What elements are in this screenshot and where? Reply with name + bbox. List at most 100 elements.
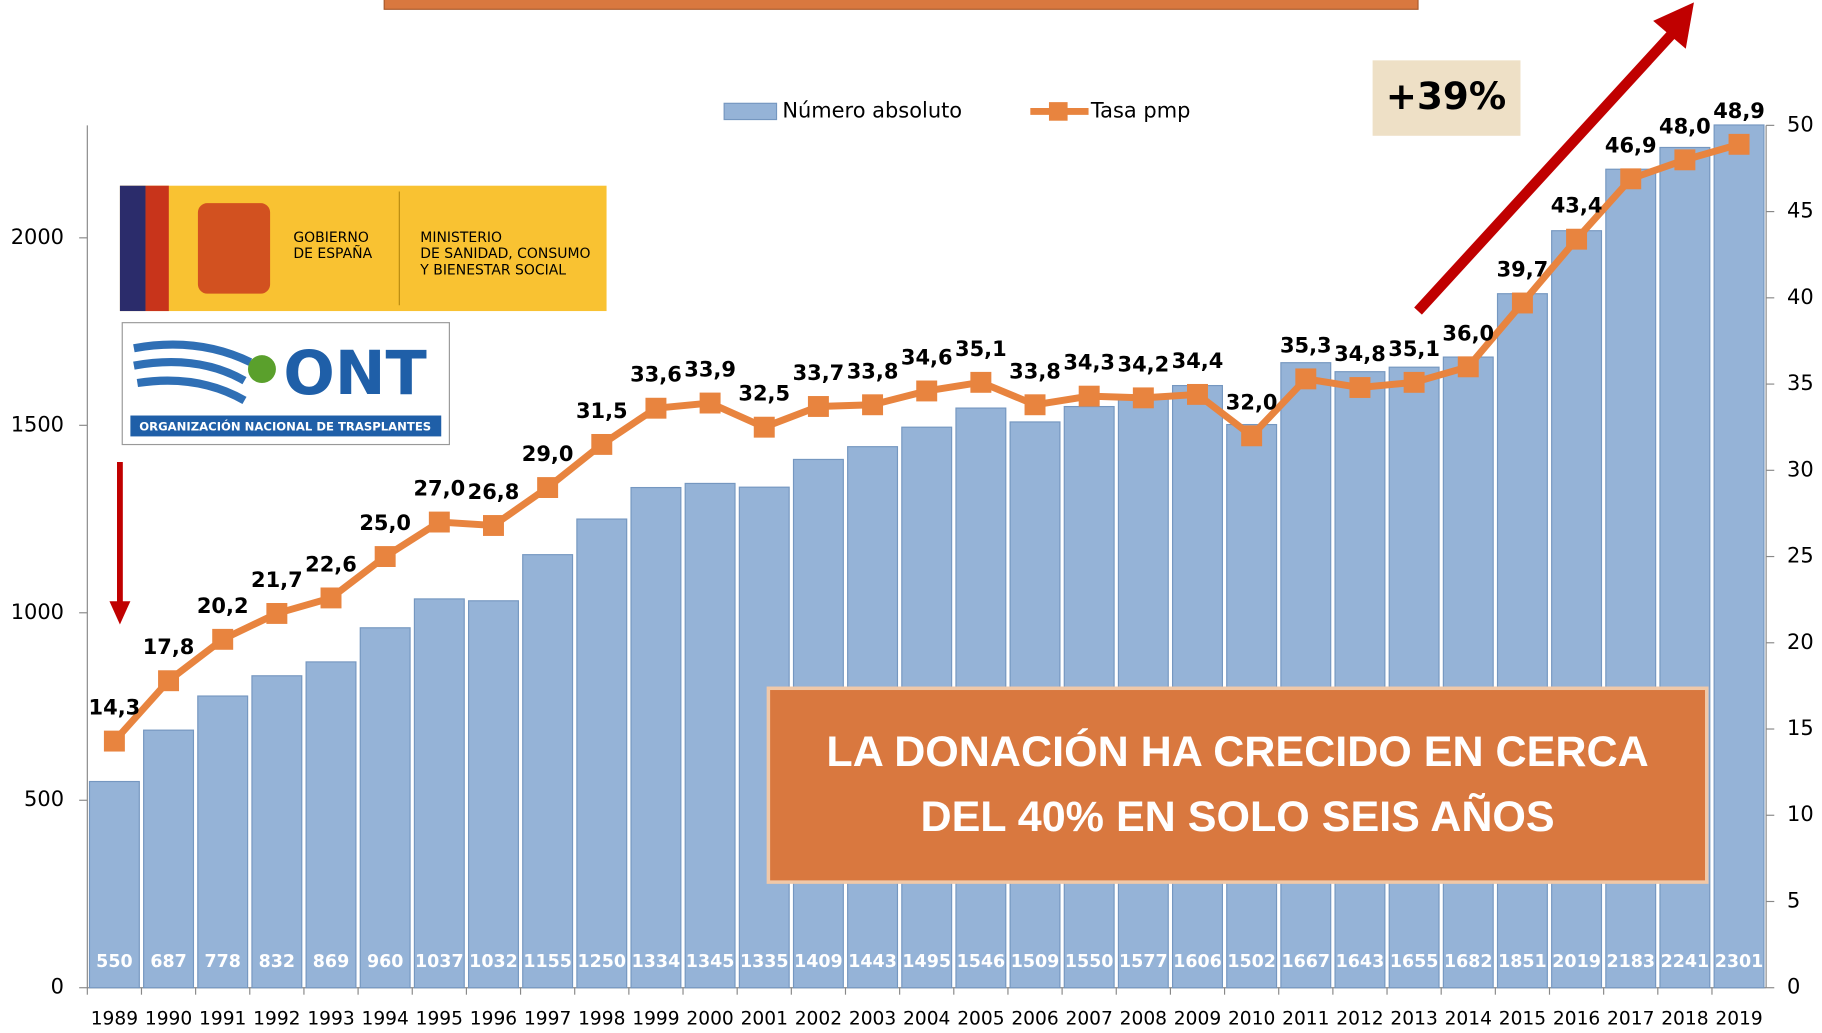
marker <box>753 416 775 438</box>
bar-label: 2241 <box>1661 952 1710 972</box>
bar-label: 1443 <box>848 952 897 972</box>
point-label: 34,8 <box>1334 342 1386 366</box>
marker <box>916 380 938 402</box>
y2-tick-label: 20 <box>1787 630 1814 654</box>
eu-stripe <box>119 185 146 312</box>
point-label: 36,0 <box>1442 321 1494 345</box>
bar <box>143 729 195 989</box>
x-tick-label: 1995 <box>416 1009 463 1030</box>
bar-label: 1509 <box>1011 952 1060 972</box>
x-tick-label: 2003 <box>849 1009 896 1030</box>
message: LA DONACIÓN HA CRECIDO EN CERCA <box>826 727 1648 776</box>
bar <box>1280 362 1332 989</box>
x-tick-label: 2010 <box>1228 1009 1275 1030</box>
marker <box>482 515 504 536</box>
bar-label: 1577 <box>1119 952 1168 972</box>
bar-label: 1335 <box>740 952 789 972</box>
bar <box>305 661 357 989</box>
x-tick-label: 2004 <box>903 1009 950 1030</box>
point-label: 27,0 <box>413 477 465 501</box>
x-tick-label: 1994 <box>361 1009 408 1030</box>
bar <box>467 600 519 989</box>
point-label: 17,8 <box>143 635 195 659</box>
y-tick-label: 2000 <box>11 225 64 249</box>
bar <box>88 780 140 989</box>
point-label: 33,9 <box>684 358 736 382</box>
bar-label: 1155 <box>523 952 572 972</box>
marker <box>374 546 396 567</box>
x-tick-label: 1991 <box>199 1009 246 1030</box>
point-label: 35,3 <box>1280 333 1332 357</box>
x-tick-label: 1996 <box>470 1009 517 1030</box>
up-arrow <box>1414 25 1681 315</box>
logo-text: DE ESPAÑA <box>293 245 372 262</box>
point-label: 43,4 <box>1551 194 1603 218</box>
ont-icon <box>247 355 276 384</box>
y2-tick-label: 10 <box>1787 802 1814 826</box>
bar <box>630 486 682 989</box>
bar-label: 1546 <box>957 952 1006 972</box>
x-tick-label: 2018 <box>1661 1009 1708 1030</box>
bar-label: 1667 <box>1282 952 1331 972</box>
logo-text: GOBIERNO <box>293 230 368 246</box>
bar <box>197 695 249 989</box>
bar <box>522 554 574 989</box>
bar <box>684 482 736 989</box>
x-tick-label: 1992 <box>253 1009 300 1030</box>
x-tick-label: 2016 <box>1553 1009 1600 1030</box>
x-tick-label: 2012 <box>1336 1009 1383 1030</box>
bar <box>1713 124 1765 989</box>
legend-swatch <box>723 102 778 121</box>
x-tick-label: 2001 <box>741 1009 788 1030</box>
x-tick-label: 1989 <box>91 1009 138 1030</box>
marker <box>1024 394 1046 416</box>
bar-label: 1409 <box>794 952 843 972</box>
message-box <box>766 686 1709 884</box>
point-label: 34,4 <box>1172 349 1224 373</box>
point-label: 14,3 <box>89 696 141 720</box>
point-label: 33,8 <box>1009 359 1061 383</box>
x-tick-label: 2017 <box>1607 1009 1654 1030</box>
y2-tick-label: 40 <box>1787 285 1814 309</box>
ont-text: ONT <box>283 339 426 409</box>
x-tick-label: 2005 <box>957 1009 1004 1030</box>
x-tick-label: 2000 <box>686 1009 733 1030</box>
marker <box>1241 425 1263 447</box>
point-label: 34,6 <box>901 345 953 369</box>
point-label: 35,1 <box>1388 337 1440 361</box>
marker <box>1511 292 1533 314</box>
legend-label: Número absoluto <box>782 98 962 122</box>
bar-label: 2301 <box>1715 952 1764 972</box>
marker <box>1295 368 1317 390</box>
bar-label: 832 <box>259 952 295 972</box>
marker <box>537 477 559 498</box>
y2-tick-label: 25 <box>1787 544 1814 568</box>
ont-band <box>130 415 442 437</box>
bar-label: 550 <box>96 952 132 972</box>
bar-label: 1032 <box>469 952 518 972</box>
y2-tick-label: 5 <box>1787 889 1800 913</box>
point-label: 25,0 <box>359 511 411 535</box>
marker <box>699 392 721 414</box>
point-label: 29,0 <box>522 442 574 466</box>
bar-label: 1682 <box>1444 952 1493 972</box>
x-tick-label: 2002 <box>795 1009 842 1030</box>
y2-tick-label: 50 <box>1787 112 1814 136</box>
coat-of-arms <box>197 203 271 294</box>
point-label: 32,5 <box>738 382 790 406</box>
x-tick-label: 2011 <box>1282 1009 1329 1030</box>
logo-text: MINISTERIO <box>420 230 502 246</box>
x-tick-label: 2006 <box>1011 1009 1058 1030</box>
ont-name: ORGANIZACIÓN NACIONAL DE TRASPLANTES <box>139 419 431 434</box>
marker <box>428 511 450 533</box>
x-tick-label: 2013 <box>1390 1009 1437 1030</box>
bar-label: 2183 <box>1606 952 1655 972</box>
bar <box>251 675 303 989</box>
x-tick-label: 2009 <box>1174 1009 1221 1030</box>
bar-label: 2019 <box>1552 952 1601 972</box>
legend-swatch <box>1048 102 1068 121</box>
marker <box>1403 371 1425 393</box>
y2-tick-label: 15 <box>1787 716 1814 740</box>
y-tick-label: 1500 <box>11 412 64 436</box>
